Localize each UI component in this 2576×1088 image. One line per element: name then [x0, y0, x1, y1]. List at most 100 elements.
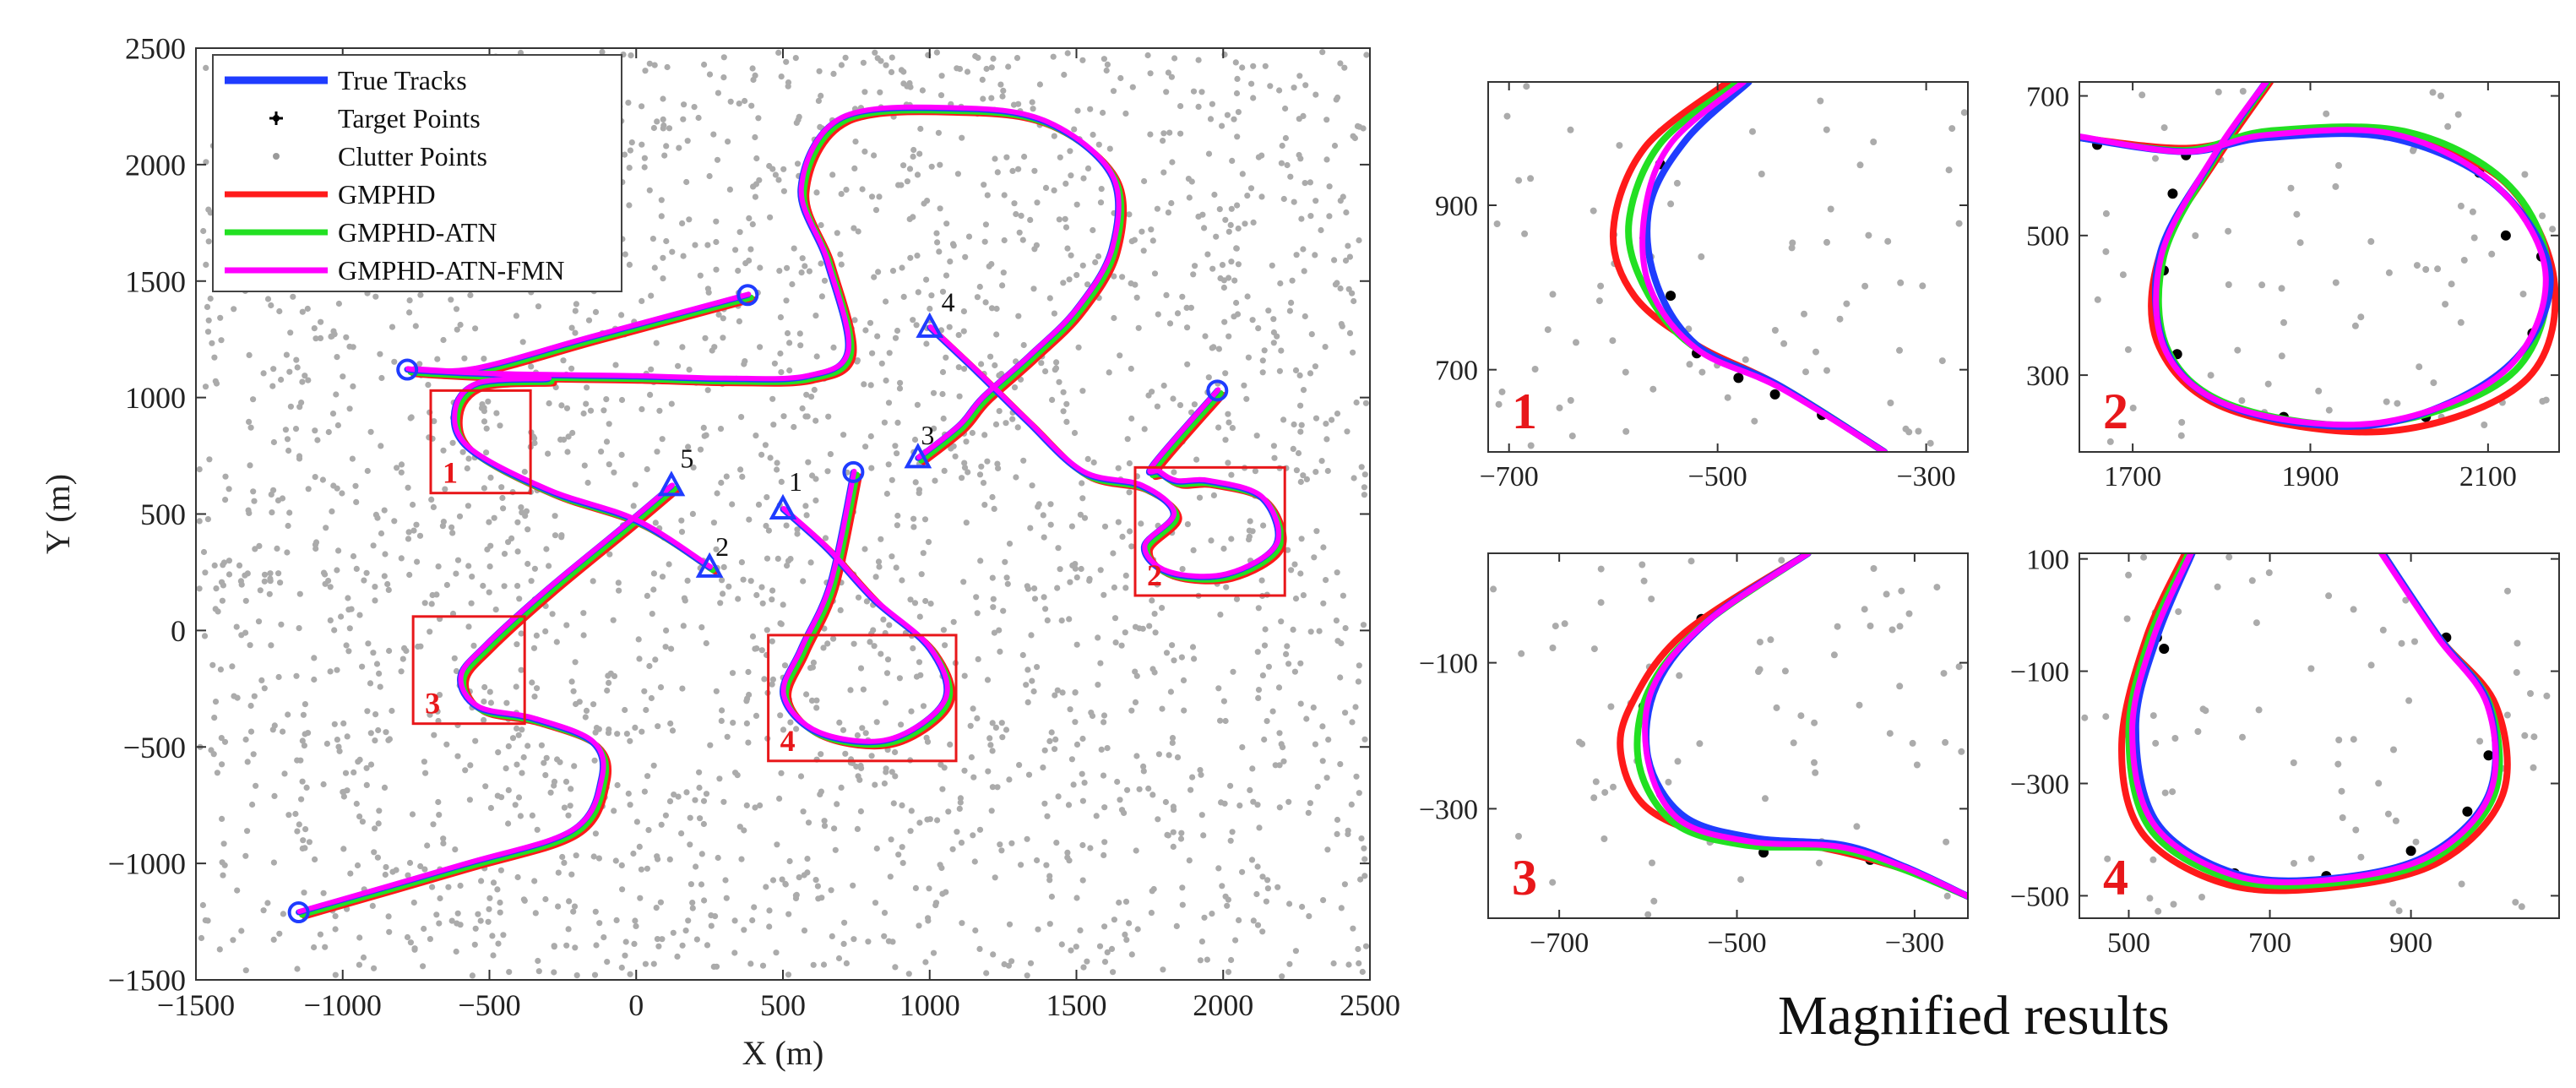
clutter-point [968, 753, 975, 761]
clutter-point [1356, 237, 1362, 244]
clutter-point [1215, 685, 1222, 692]
clutter-point [601, 407, 607, 414]
clutter-point [683, 789, 690, 796]
y-tick-label: 700 [2026, 81, 2069, 112]
clutter-point [931, 425, 937, 432]
clutter-point [375, 820, 382, 827]
clutter-point [921, 516, 929, 523]
clutter-point [1298, 536, 1305, 542]
clutter-point [955, 364, 962, 371]
y-tick-label: −100 [1419, 649, 1478, 680]
clutter-point [220, 840, 227, 847]
clutter-point [764, 555, 771, 562]
clutter-point [838, 62, 845, 68]
clutter-point [1531, 366, 1539, 373]
clutter-point [1567, 397, 1574, 404]
zoom-box-label-1: 1 [443, 456, 458, 490]
clutter-point [1344, 428, 1350, 435]
clutter-point [988, 808, 995, 814]
clutter-point [1915, 427, 1922, 435]
clutter-point [1233, 245, 1240, 252]
clutter-point [568, 871, 575, 878]
clutter-point [1034, 664, 1041, 671]
clutter-point [1197, 767, 1204, 774]
clutter-point [632, 481, 639, 488]
clutter-point [549, 611, 556, 617]
clutter-point [894, 512, 901, 520]
clutter-point [1573, 339, 1579, 346]
clutter-point [939, 368, 947, 376]
clutter-point [1096, 943, 1104, 949]
clutter-point [674, 953, 681, 960]
clutter-point [453, 667, 460, 675]
clutter-point [453, 306, 460, 313]
clutter-point [1067, 148, 1073, 155]
clutter-point [930, 949, 937, 956]
clutter-point [1190, 271, 1197, 278]
clutter-point [327, 584, 334, 590]
clutter-point [1177, 130, 1184, 137]
clutter-point [1133, 753, 1140, 759]
clutter-point [299, 845, 306, 852]
clutter-point [2225, 553, 2233, 561]
clutter-point [1319, 49, 1326, 56]
clutter-point [1262, 626, 1269, 633]
clutter-point [764, 494, 770, 501]
clutter-point [434, 356, 441, 362]
clutter-point [213, 585, 220, 592]
clutter-point [1132, 281, 1139, 288]
clutter-point [992, 155, 998, 162]
clutter-point [1035, 926, 1041, 933]
clutter-point [2350, 606, 2357, 613]
clutter-point [622, 938, 629, 945]
clutter-point [334, 567, 340, 574]
clutter-point [906, 215, 913, 222]
clutter-point [1762, 795, 1769, 802]
clutter-point [1018, 862, 1024, 868]
track-number-label: 2 [715, 531, 729, 562]
clutter-point [1064, 50, 1071, 57]
clutter-point [716, 775, 723, 782]
clutter-point [2278, 285, 2285, 292]
clutter-point [689, 900, 696, 906]
clutter-point [731, 949, 738, 956]
clutter-point [1870, 139, 1878, 145]
clutter-point [743, 802, 750, 809]
clutter-point [571, 763, 578, 770]
clutter-point [2513, 669, 2520, 677]
target-point [2462, 806, 2473, 817]
clutter-point [486, 688, 493, 695]
clutter-point [983, 970, 990, 976]
clutter-point [1823, 367, 1830, 374]
clutter-point [1306, 913, 1312, 920]
clutter-point [1160, 130, 1167, 137]
clutter-point [1152, 629, 1159, 636]
clutter-point [1159, 705, 1166, 712]
clutter-point [1049, 396, 1056, 403]
clutter-point [1285, 661, 1292, 667]
clutter-point [1640, 577, 1648, 585]
clutter-point [1898, 587, 1905, 595]
clutter-point [250, 488, 257, 495]
clutter-point [563, 942, 570, 949]
clutter-point [636, 656, 643, 662]
clutter-point [2293, 210, 2301, 218]
clutter-point [1227, 782, 1234, 789]
clutter-point [1312, 198, 1319, 204]
clutter-point [353, 498, 360, 506]
clutter-point [698, 624, 705, 631]
clutter-point [208, 747, 215, 753]
clutter-point [1780, 340, 1788, 347]
clutter-point [720, 563, 727, 571]
clutter-point [218, 337, 225, 344]
zoom-box-label-4: 4 [780, 724, 796, 758]
clutter-point [766, 907, 773, 914]
clutter-point [1896, 346, 1903, 354]
clutter-point [383, 729, 389, 736]
clutter-point [920, 703, 927, 710]
clutter-point [889, 268, 897, 275]
clutter-point [353, 800, 360, 808]
clutter-point [1649, 385, 1657, 393]
clutter-point [1290, 626, 1296, 634]
clutter-point [814, 883, 822, 889]
